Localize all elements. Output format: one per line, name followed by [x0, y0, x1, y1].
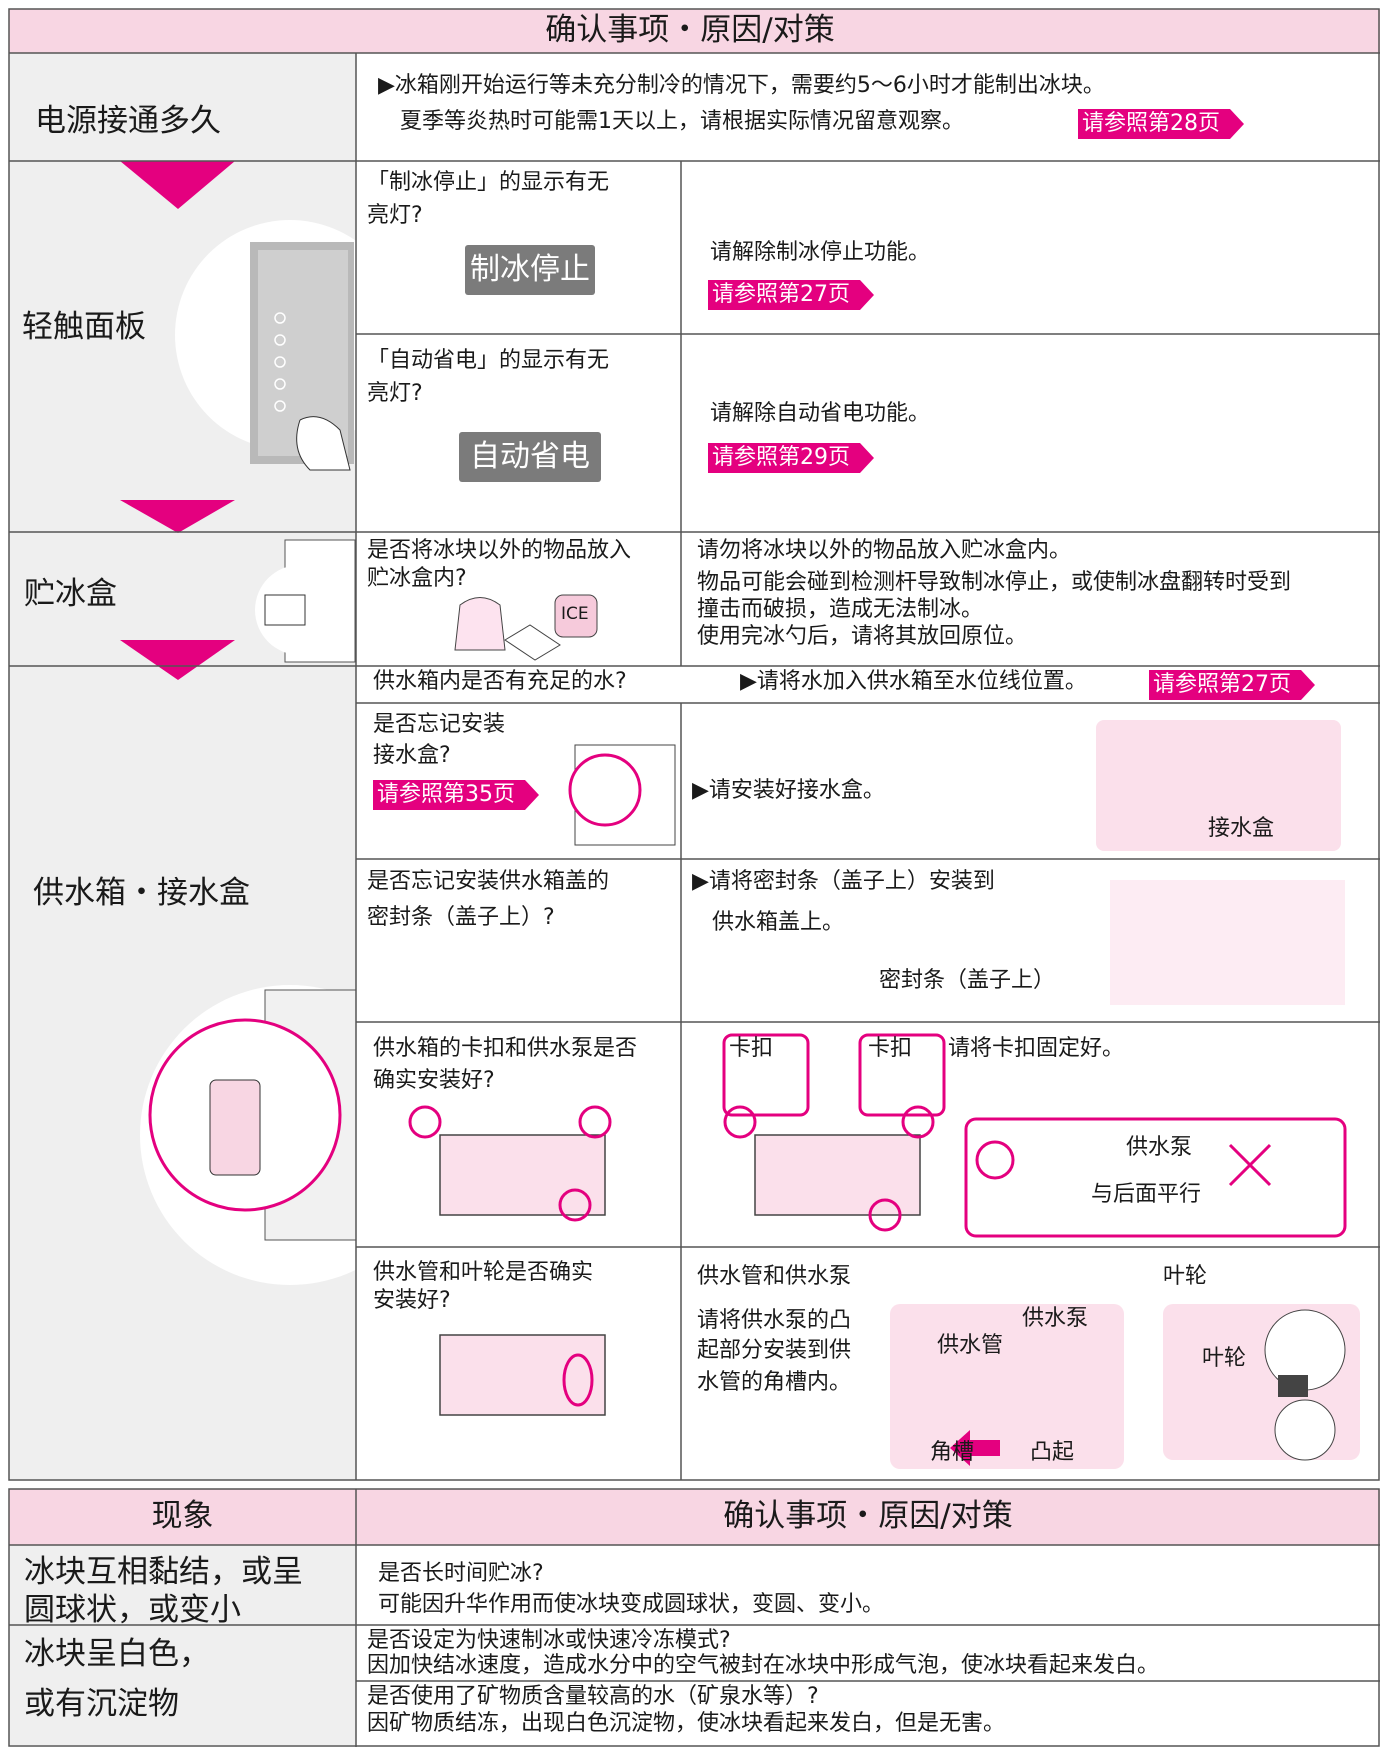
question: 是否忘记安装供水箱盖的: [367, 869, 610, 894]
answer: ▶请安装好接水盒。: [692, 778, 885, 803]
question: 亮灯?: [367, 203, 423, 228]
answer: 请解除制冰停止功能。: [710, 240, 931, 265]
question: 供水管和叶轮是否确实: [373, 1260, 594, 1285]
phenomenon: 冰块呈白色，: [24, 1636, 210, 1672]
text-line: ▶冰箱刚开始运行等未充分制冷的情况下，需要约5～6小时才能制出冰块。: [378, 73, 1105, 98]
question: 「制冰停止」的显示有无: [367, 170, 610, 195]
question: 接水盒?: [373, 743, 451, 768]
question: 是否将冰块以外的物品放入: [367, 538, 632, 563]
answer: 物品可能会碰到检测杆导致制冰停止，或使制冰盘翻转时受到: [697, 570, 1292, 595]
display-badge: 制冰停止: [465, 245, 595, 295]
callout: 密封条（盖子上）: [879, 968, 1056, 993]
phenomenon: 冰块互相黏结，或呈: [24, 1554, 303, 1590]
answer: 起部分安装到供: [697, 1338, 852, 1363]
question: 「自动省电」的显示有无: [367, 348, 610, 373]
answer: 请解除自动省电功能。: [710, 401, 931, 426]
answer: 水管的角槽内。: [697, 1370, 852, 1395]
phenomenon: 圆球状，或变小: [24, 1592, 241, 1628]
text-line: 夏季等炎热时可能需1天以上，请根据实际情况留意观察。: [400, 109, 964, 134]
callout: 叶轮: [1202, 1346, 1247, 1371]
question: 是否忘记安装: [373, 712, 506, 737]
answer: 使用完冰勺后，请将其放回原位。: [697, 624, 1028, 649]
cause: 是否长时间贮冰?: [378, 1561, 544, 1586]
callout: 与后面平行: [1091, 1182, 1202, 1207]
question: 确实安装好?: [373, 1068, 495, 1093]
answer: 请将供水泵的凸: [697, 1308, 852, 1333]
cause: 因矿物质结冻，出现白色沉淀物，使冰块看起来发白，但是无害。: [367, 1711, 1006, 1736]
callout: 角槽: [930, 1440, 975, 1465]
cause: 是否使用了矿物质含量较高的水（矿泉水等）?: [367, 1684, 819, 1709]
page-ref: 请参照第28页: [1078, 109, 1244, 139]
callout: 卡扣: [868, 1036, 913, 1061]
answer: 请将卡扣固定好。: [948, 1036, 1125, 1061]
answer: 撞击而破损，造成无法制冰。: [697, 597, 984, 622]
subtitle: 叶轮: [1163, 1264, 1208, 1289]
subtitle: 供水管和供水泵: [697, 1264, 852, 1289]
question: 供水箱的卡扣和供水泵是否: [373, 1036, 638, 1061]
question: 亮灯?: [367, 381, 423, 406]
cause: 是否设定为快速制冰或快速冷冻模式?: [367, 1628, 731, 1653]
cause: 因加快结冰速度，造成水分中的空气被封在冰块中形成气泡，使冰块看起来发白。: [367, 1653, 1160, 1678]
table-header: 确认事项・原因/对策: [545, 12, 835, 48]
question: 安装好?: [373, 1288, 451, 1313]
column-header: 现象: [151, 1498, 214, 1534]
callout: 供水泵: [1022, 1306, 1089, 1331]
answer: ▶请将密封条（盖子上）安装到: [692, 869, 995, 894]
section-label: 电源接通多久: [35, 103, 221, 139]
page-ref: 请参照第27页: [708, 280, 874, 310]
question: 贮冰盒内?: [367, 566, 467, 591]
question: 供水箱内是否有充足的水?: [373, 669, 627, 694]
callout: 接水盒: [1208, 816, 1275, 841]
icon-label: ICE: [561, 604, 589, 624]
column-header: 确认事项・原因/对策: [723, 1498, 1013, 1534]
page-ref: 请参照第35页: [373, 780, 539, 810]
callout: 供水泵: [1126, 1135, 1193, 1160]
display-badge: 自动省电: [459, 432, 601, 482]
callout: 供水管: [937, 1333, 1004, 1358]
page-ref: 请参照第29页: [708, 443, 874, 473]
page-ref: 请参照第27页: [1149, 670, 1315, 700]
section-label: 贮冰盒: [24, 576, 117, 612]
callout: 卡扣: [729, 1036, 774, 1061]
answer: 供水箱盖上。: [712, 910, 845, 935]
callout: 凸起: [1030, 1440, 1075, 1465]
section-label: 轻触面板: [22, 309, 146, 345]
phenomenon: 或有沉淀物: [24, 1686, 179, 1722]
answer: ▶请将水加入供水箱至水位线位置。: [740, 669, 1087, 694]
cause: 可能因升华作用而使冰块变成圆球状，变圆、变小。: [378, 1592, 885, 1617]
section-label: 供水箱・接水盒: [33, 875, 250, 911]
question: 密封条（盖子上）?: [367, 905, 555, 930]
answer: 请勿将冰块以外的物品放入贮冰盒内。: [697, 538, 1072, 563]
